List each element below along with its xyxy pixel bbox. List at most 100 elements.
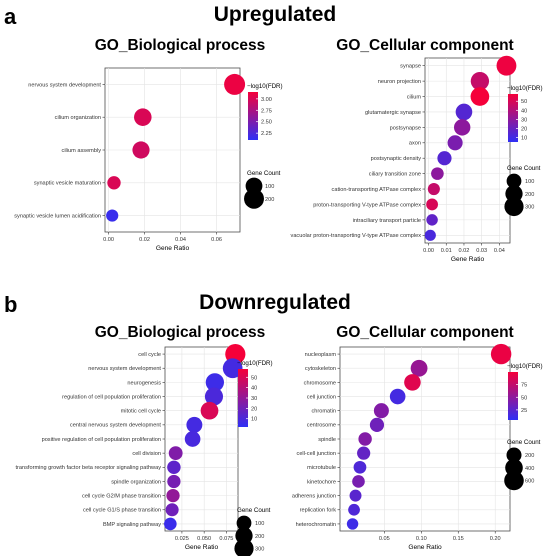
y-tick-label: mitotic cell cycle [121, 409, 161, 415]
y-tick-label: glutamatergic synapse [365, 110, 421, 116]
data-point [107, 176, 121, 190]
data-point [352, 475, 365, 488]
y-tick-label: axon [409, 141, 421, 147]
color-legend-tick-label: 30 [521, 117, 527, 123]
data-point [389, 388, 406, 405]
data-point [200, 401, 219, 420]
color-legend-tick-label: 10 [251, 417, 257, 423]
y-tick-label: cytoskeleton [305, 366, 336, 372]
color-legend-tick-label: 30 [251, 396, 257, 402]
y-tick-label: postsynaptic density [371, 156, 422, 162]
data-point [134, 108, 152, 126]
data-point [437, 151, 452, 166]
y-tick-label: chromosome [304, 380, 336, 386]
data-point [470, 71, 490, 91]
y-tick-label: synapse [400, 64, 421, 70]
chart-title-up-cc: GO_Cellular component [336, 37, 514, 54]
y-tick-label: heterochromatin [296, 522, 336, 528]
color-legend-title: −log10(FDR) [507, 363, 543, 370]
data-point [167, 474, 181, 489]
y-tick-label: kinetochore [307, 479, 336, 485]
y-tick-label: cilium assembly [62, 148, 102, 154]
y-tick-label: cell cycle G2/M phase transition [82, 494, 161, 500]
color-legend-tick-label: 2.25 [261, 131, 272, 137]
size-legend-title: Gene Count [237, 507, 271, 514]
data-point [184, 431, 201, 447]
x-tick-label: 0.04 [494, 248, 505, 254]
color-legend-tick-label: 10 [521, 135, 527, 141]
x-tick-label: 0.05 [379, 536, 390, 542]
data-point [373, 403, 389, 419]
y-tick-label: postsynapse [390, 125, 421, 131]
y-tick-label: central nervous system development [70, 423, 162, 429]
y-tick-label: synaptic vesicle maturation [34, 181, 101, 187]
color-legend-tick-label: 3.00 [261, 97, 272, 103]
y-tick-label: ciliary transition zone [369, 172, 421, 178]
color-legend-tick-label: 75 [521, 383, 527, 389]
y-tick-label: cation-transporting ATPase complex [332, 187, 422, 193]
color-legend-tick-label: 50 [521, 99, 527, 105]
x-tick-label: 0.02 [459, 248, 470, 254]
data-point [447, 135, 463, 151]
size-legend-label: 100 [525, 179, 534, 185]
data-point [358, 432, 372, 446]
size-legend-title: Gene Count [247, 170, 281, 177]
data-point [222, 358, 243, 379]
x-tick-label: 0.050 [197, 536, 211, 542]
y-tick-label: centrosome [307, 423, 336, 429]
color-legend-bar [238, 369, 248, 427]
y-tick-label: neurogenesis [127, 380, 161, 386]
x-tick-label: 0.01 [441, 248, 452, 254]
data-point [424, 229, 436, 241]
color-legend-title: −log10(FDR) [237, 360, 273, 367]
x-tick-label: 0.02 [139, 237, 150, 243]
size-legend-circle [506, 173, 522, 189]
color-legend-tick-label: 2.75 [261, 108, 272, 114]
data-point [369, 417, 385, 432]
size-legend-label: 100 [265, 184, 274, 190]
data-point [167, 460, 181, 475]
data-point [470, 87, 490, 106]
chart-title-down-bp: GO_Biological process [94, 324, 266, 341]
x-tick-label: 0.04 [175, 237, 186, 243]
x-axis-label: Gene Ratio [451, 256, 485, 263]
data-point [490, 343, 512, 365]
data-point [426, 198, 438, 211]
x-tick-label: 0.20 [490, 536, 501, 542]
x-axis-label: Gene Ratio [408, 544, 442, 551]
size-legend-title: Gene Count [507, 439, 541, 446]
color-legend-tick-label: 40 [521, 108, 527, 114]
x-tick-label: 0.10 [416, 536, 427, 542]
size-legend-label: 100 [255, 521, 264, 527]
y-tick-label: cell junction [307, 394, 336, 400]
data-point [165, 503, 179, 517]
y-tick-label: BMP signaling pathway [103, 522, 161, 528]
y-tick-label: transforming growth factor beta receptor… [15, 465, 161, 471]
y-tick-label: vacuolar proton-transporting V-type ATPa… [291, 233, 422, 239]
y-tick-label: nervous system development [88, 366, 161, 372]
data-point [168, 446, 183, 461]
y-tick-label: spindle organization [111, 479, 161, 485]
x-tick-label: 0.03 [476, 248, 487, 254]
y-tick-label: cell cycle [138, 352, 161, 358]
y-tick-label: replication fork [300, 508, 337, 514]
size-legend-circle [244, 188, 264, 209]
y-tick-label: synaptic vesicle lumen acidification [14, 214, 101, 220]
y-tick-label: cell cycle G1/S phase transition [83, 508, 161, 514]
y-tick-label: neuron projection [378, 79, 421, 85]
data-point [353, 460, 367, 474]
size-legend-label: 600 [525, 479, 534, 485]
data-point [164, 517, 177, 531]
size-legend-label: 200 [525, 453, 534, 459]
data-point [346, 518, 359, 530]
x-axis-label: Gene Ratio [185, 544, 219, 551]
color-legend-bar [508, 372, 518, 420]
data-point [132, 141, 150, 159]
color-legend-bar [248, 92, 258, 140]
section-title-upregulated: Upregulated [213, 3, 337, 26]
x-tick-label: 0.075 [219, 536, 233, 542]
color-legend-title: −log10(FDR) [507, 85, 543, 92]
